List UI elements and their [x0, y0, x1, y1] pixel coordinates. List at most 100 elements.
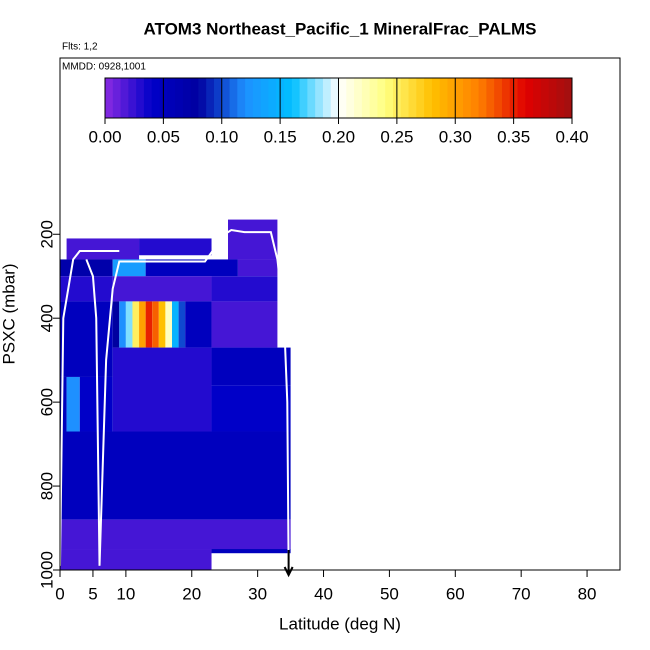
colorbar-swatch	[143, 78, 153, 118]
heat-cell	[211, 347, 291, 386]
colorbar-tick-label: 0.35	[497, 127, 530, 146]
colorbar-swatch	[198, 78, 207, 118]
colorbar-swatch	[315, 78, 324, 118]
colorbar-tick-label: 0.20	[322, 127, 355, 146]
heat-cell	[237, 259, 278, 277]
heat-cell	[145, 259, 238, 277]
y-tick-label: 1000	[37, 551, 56, 589]
colorbar-swatch	[346, 78, 355, 118]
x-tick-label: 70	[512, 584, 531, 603]
colorbar-swatch	[120, 78, 129, 118]
heat-cell	[211, 549, 291, 554]
heat-cell	[66, 376, 80, 432]
colorbar-swatch	[385, 78, 394, 118]
colorbar-swatch	[252, 78, 262, 118]
colorbar-swatch	[128, 78, 137, 118]
colorbar-swatch	[151, 78, 160, 118]
colorbar-swatch	[501, 78, 511, 118]
colorbar-swatch	[478, 78, 487, 118]
heat-cell	[112, 276, 212, 302]
x-tick-label: 0	[55, 584, 64, 603]
x-tick-label: 5	[88, 584, 97, 603]
colorbar-swatch	[556, 78, 565, 118]
x-tick-label: 80	[578, 584, 597, 603]
chart-title: ATOM3 Northeast_Pacific_1 MineralFrac_PA…	[143, 19, 536, 38]
colorbar-tick-label: 0.40	[555, 127, 588, 146]
colorbar-swatch	[167, 78, 176, 118]
colorbar-swatch	[299, 78, 308, 118]
colorbar-swatch	[206, 78, 215, 118]
heat-cell	[185, 301, 212, 348]
colorbar-swatch	[175, 78, 184, 118]
heat-cell	[152, 301, 159, 348]
colorbar-swatch	[182, 78, 192, 118]
annotation: MMDD: 0928,1001	[62, 62, 146, 73]
x-tick-label: 30	[248, 584, 267, 603]
colorbar-swatch	[190, 78, 199, 118]
heat-cell	[165, 301, 172, 348]
x-tick-label: 60	[446, 584, 465, 603]
heat-cell	[139, 301, 146, 348]
colorbar-swatch	[525, 78, 534, 118]
colorbar-swatch	[486, 78, 495, 118]
colorbar-tick-label: 0.10	[205, 127, 238, 146]
colorbar-swatch	[540, 78, 550, 118]
track-end-arrow	[283, 550, 294, 578]
colorbar-swatch	[136, 78, 145, 118]
y-tick-label: 600	[37, 388, 56, 416]
plot-frame	[59, 57, 621, 571]
colorbar-swatch	[112, 78, 122, 118]
heat-cell	[132, 301, 140, 348]
colorbar-swatch	[463, 78, 472, 118]
colorbar-swatch	[237, 78, 246, 118]
x-axis-label: Latitude (deg N)	[279, 614, 401, 633]
colorbar-swatch	[447, 78, 456, 118]
colorbar-tick-label: 0.05	[147, 127, 180, 146]
colorbar-swatch	[291, 78, 301, 118]
flight-track	[59, 229, 290, 566]
heat-cell	[125, 301, 133, 348]
colorbar-swatch	[260, 78, 269, 118]
colorbar-swatch	[408, 78, 417, 118]
heat-cell	[145, 301, 153, 348]
heat-cell	[60, 549, 212, 570]
colorbar-swatch	[213, 78, 223, 118]
heat-cell	[228, 219, 278, 260]
y-axis-label: PSXC (mbar)	[0, 263, 18, 364]
colorbar-swatch	[470, 78, 480, 118]
colorbar-swatch	[517, 78, 526, 118]
colorbar-swatch	[307, 78, 316, 118]
colorbar-swatch	[548, 78, 557, 118]
colorbar-tick-label: 0.15	[264, 127, 297, 146]
x-tick-label: 50	[380, 584, 399, 603]
colorbar-swatch	[221, 78, 231, 118]
heat-cell	[112, 259, 146, 277]
colorbar-tick-label: 0.00	[88, 127, 121, 146]
heat-cell	[211, 385, 291, 432]
colorbar-swatch	[245, 78, 254, 118]
colorbar-swatch	[268, 78, 277, 118]
heat-cell	[211, 276, 278, 302]
colorbar-swatch	[424, 78, 433, 118]
heat-cell	[60, 301, 113, 377]
heat-cell	[66, 238, 140, 260]
colorbar-swatch	[105, 78, 114, 118]
heat-cell	[60, 376, 67, 432]
colorbar-swatch	[338, 78, 347, 118]
heat-cell	[60, 431, 291, 520]
heat-cell	[139, 238, 212, 256]
colorbar-swatch	[229, 78, 238, 118]
colorbar-swatch	[322, 78, 332, 118]
colorbar-swatch	[455, 78, 464, 118]
colorbar-swatch	[377, 78, 386, 118]
colorbar-tick-label: 0.30	[439, 127, 472, 146]
colorbar-swatch	[354, 78, 363, 118]
heat-cell	[178, 301, 186, 348]
heat-cell	[211, 301, 278, 348]
heat-cell	[60, 519, 291, 550]
colorbar-swatch	[564, 78, 573, 118]
colorbar-swatch	[416, 78, 425, 118]
heat-cell	[172, 301, 179, 348]
x-tick-label: 10	[116, 584, 135, 603]
